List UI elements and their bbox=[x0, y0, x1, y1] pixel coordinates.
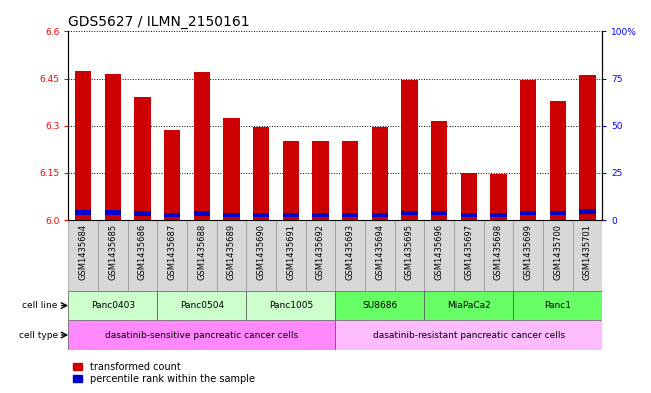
Bar bbox=[549, 101, 566, 220]
Text: GSM1435687: GSM1435687 bbox=[168, 224, 176, 280]
Bar bbox=[335, 291, 424, 320]
Text: GSM1435694: GSM1435694 bbox=[375, 224, 384, 279]
Bar bbox=[193, 72, 210, 220]
Text: GSM1435685: GSM1435685 bbox=[108, 224, 117, 280]
Text: dasatinib-sensitive pancreatic cancer cells: dasatinib-sensitive pancreatic cancer ce… bbox=[105, 331, 298, 340]
Text: GSM1435684: GSM1435684 bbox=[79, 224, 88, 280]
Bar bbox=[105, 74, 121, 220]
Text: GSM1435688: GSM1435688 bbox=[197, 224, 206, 280]
Bar bbox=[520, 211, 536, 215]
Bar bbox=[401, 211, 417, 215]
Bar bbox=[246, 220, 276, 291]
Bar bbox=[105, 210, 121, 215]
Bar bbox=[579, 75, 596, 220]
Text: GSM1435696: GSM1435696 bbox=[435, 224, 443, 280]
Bar bbox=[75, 210, 91, 215]
Bar bbox=[223, 118, 240, 220]
Bar bbox=[283, 141, 299, 220]
Text: GSM1435700: GSM1435700 bbox=[553, 224, 562, 279]
Bar bbox=[579, 209, 596, 214]
Text: GSM1435692: GSM1435692 bbox=[316, 224, 325, 279]
Bar bbox=[460, 173, 477, 220]
Bar bbox=[217, 220, 246, 291]
Bar bbox=[460, 213, 477, 217]
Bar bbox=[68, 220, 98, 291]
Bar bbox=[431, 121, 447, 220]
Bar bbox=[246, 291, 335, 320]
Bar bbox=[401, 80, 417, 220]
Bar bbox=[342, 141, 358, 220]
Text: GSM1435693: GSM1435693 bbox=[346, 224, 355, 280]
Bar bbox=[342, 213, 358, 217]
Bar bbox=[253, 127, 270, 220]
Bar bbox=[520, 80, 536, 220]
Bar bbox=[572, 220, 602, 291]
Bar bbox=[134, 97, 150, 220]
Bar bbox=[513, 291, 602, 320]
Bar bbox=[164, 130, 180, 220]
Bar bbox=[187, 220, 217, 291]
Bar bbox=[312, 141, 329, 220]
Text: GSM1435698: GSM1435698 bbox=[494, 224, 503, 280]
Bar bbox=[158, 220, 187, 291]
Bar bbox=[68, 320, 335, 350]
Bar bbox=[424, 220, 454, 291]
Text: GSM1435690: GSM1435690 bbox=[256, 224, 266, 279]
Bar bbox=[164, 213, 180, 217]
Text: GSM1435697: GSM1435697 bbox=[464, 224, 473, 280]
Text: GSM1435699: GSM1435699 bbox=[523, 224, 533, 279]
Bar bbox=[549, 211, 566, 215]
Bar bbox=[193, 211, 210, 216]
Text: Panc0403: Panc0403 bbox=[90, 301, 135, 310]
Text: GSM1435691: GSM1435691 bbox=[286, 224, 296, 279]
Bar bbox=[305, 220, 335, 291]
Bar bbox=[253, 213, 270, 217]
Text: GSM1435686: GSM1435686 bbox=[138, 224, 147, 280]
Bar bbox=[454, 220, 484, 291]
Bar bbox=[372, 213, 388, 217]
Bar bbox=[395, 220, 424, 291]
Bar bbox=[276, 220, 305, 291]
Bar bbox=[283, 213, 299, 217]
Text: cell line: cell line bbox=[22, 301, 58, 310]
Text: dasatinib-resistant pancreatic cancer cells: dasatinib-resistant pancreatic cancer ce… bbox=[372, 331, 565, 340]
Bar bbox=[490, 174, 506, 220]
Bar bbox=[68, 291, 158, 320]
Text: MiaPaCa2: MiaPaCa2 bbox=[447, 301, 491, 310]
Text: SU8686: SU8686 bbox=[362, 301, 397, 310]
Bar bbox=[431, 211, 447, 215]
Text: Panc1: Panc1 bbox=[544, 301, 571, 310]
Bar bbox=[335, 320, 602, 350]
Bar bbox=[543, 220, 572, 291]
Legend: transformed count, percentile rank within the sample: transformed count, percentile rank withi… bbox=[73, 362, 255, 384]
Bar bbox=[365, 220, 395, 291]
Text: GSM1435701: GSM1435701 bbox=[583, 224, 592, 279]
Bar bbox=[312, 213, 329, 217]
Bar bbox=[134, 211, 150, 216]
Bar bbox=[223, 213, 240, 217]
Text: GSM1435695: GSM1435695 bbox=[405, 224, 414, 279]
Bar bbox=[158, 291, 246, 320]
Text: Panc1005: Panc1005 bbox=[269, 301, 313, 310]
Text: Panc0504: Panc0504 bbox=[180, 301, 224, 310]
Bar bbox=[128, 220, 158, 291]
Bar bbox=[490, 213, 506, 217]
Bar bbox=[424, 291, 513, 320]
Bar bbox=[98, 220, 128, 291]
Bar bbox=[513, 220, 543, 291]
Bar bbox=[335, 220, 365, 291]
Text: GSM1435689: GSM1435689 bbox=[227, 224, 236, 280]
Text: cell type: cell type bbox=[19, 331, 58, 340]
Bar bbox=[75, 71, 91, 220]
Bar bbox=[484, 220, 513, 291]
Bar bbox=[372, 127, 388, 220]
Text: GDS5627 / ILMN_2150161: GDS5627 / ILMN_2150161 bbox=[68, 15, 250, 29]
